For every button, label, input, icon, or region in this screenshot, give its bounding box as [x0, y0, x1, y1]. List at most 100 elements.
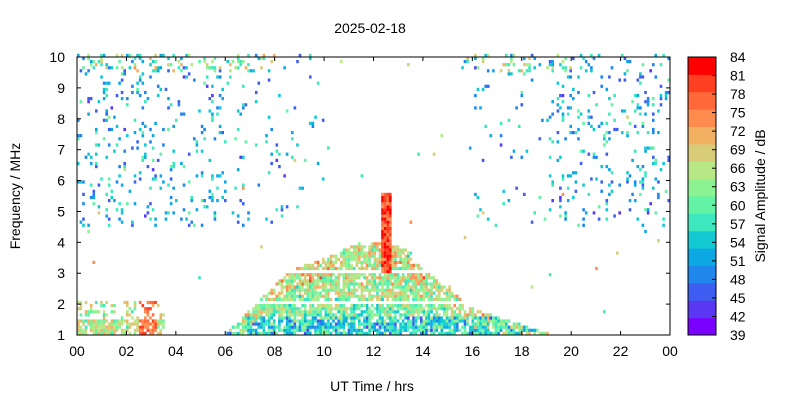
heatmap-cell: [654, 75, 658, 79]
heatmap-cell: [391, 248, 395, 252]
heatmap-cell: [404, 288, 407, 292]
heatmap-cell: [167, 56, 170, 61]
heatmap-cell: [242, 322, 245, 326]
heatmap-cell: [303, 307, 307, 311]
heatmap-cell: [350, 276, 353, 280]
heatmap-cell: [123, 161, 126, 166]
heatmap-cell: [319, 279, 322, 283]
heatmap-cell: [659, 168, 663, 172]
heatmap-cell: [275, 297, 279, 301]
heatmap-cell: [582, 149, 585, 153]
heatmap-cell: [275, 158, 279, 162]
heatmap-cell: [450, 328, 454, 332]
heatmap-cell: [213, 66, 217, 70]
heatmap-cell: [376, 313, 379, 317]
heatmap-cell: [306, 319, 310, 323]
heatmap-cell: [376, 257, 379, 261]
heatmap-cell: [252, 69, 255, 73]
heatmap-cell: [476, 331, 480, 335]
heatmap-cell: [603, 134, 606, 138]
heatmap-cell: [110, 319, 114, 323]
heatmap-cell: [474, 316, 477, 320]
heatmap-cell: [291, 297, 294, 301]
heatmap-cell: [383, 313, 387, 317]
heatmap-cell: [407, 288, 410, 292]
heatmap-cell: [309, 294, 312, 298]
heatmap-cell: [87, 229, 90, 234]
heatmap-cell: [123, 319, 126, 323]
heatmap-cell: [332, 288, 335, 292]
heatmap-cell: [471, 310, 475, 314]
heatmap-cell: [360, 248, 364, 252]
heatmap-cell: [587, 94, 591, 98]
heatmap-cell: [396, 297, 400, 301]
heatmap-cell: [162, 53, 165, 57]
heatmap-cell: [329, 331, 333, 335]
heatmap-cell: [345, 273, 348, 277]
heatmap-cell: [321, 325, 325, 329]
heatmap-cell: [126, 97, 129, 101]
heatmap-cell: [285, 322, 289, 326]
heatmap-cell: [438, 285, 441, 289]
heatmap-cell: [370, 313, 374, 317]
heatmap-cell: [87, 152, 90, 156]
heatmap-cell: [432, 325, 436, 329]
heatmap-cell: [162, 325, 165, 329]
heatmap-cell: [77, 53, 80, 57]
heatmap-cell: [404, 328, 407, 332]
heatmap-cell: [430, 291, 433, 295]
heatmap-cell: [394, 291, 397, 295]
heatmap-cell: [327, 297, 330, 301]
colorbar-segment: [688, 230, 716, 249]
heatmap-cell: [288, 288, 291, 292]
heatmap-cell: [293, 294, 297, 298]
heatmap-cell: [324, 273, 328, 277]
heatmap-cell: [247, 217, 250, 221]
heatmap-cell: [608, 183, 611, 187]
heatmap-cell: [445, 313, 449, 317]
heatmap-cell: [327, 316, 330, 320]
heatmap-cell: [430, 307, 433, 311]
heatmap-cell: [347, 260, 351, 264]
heatmap-cell: [298, 310, 302, 314]
heatmap-cell: [337, 291, 340, 295]
heatmap-cell: [267, 78, 271, 82]
heatmap-cell: [386, 202, 389, 206]
heatmap-cell: [285, 282, 289, 286]
heatmap-cell: [133, 63, 137, 67]
heatmap-cell: [363, 260, 366, 264]
heatmap-cell: [316, 285, 320, 289]
heatmap-cell: [260, 310, 263, 314]
heatmap-cell: [430, 294, 433, 298]
heatmap-cell: [358, 294, 361, 298]
heatmap-cell: [164, 87, 168, 91]
x-tick-label: 14: [415, 343, 431, 359]
heatmap-cell: [144, 155, 147, 159]
heatmap-cell: [105, 319, 108, 323]
heatmap-cell: [151, 168, 155, 172]
heatmap-cell: [316, 325, 320, 329]
heatmap-cell: [242, 186, 245, 190]
heatmap-cell: [200, 149, 204, 153]
heatmap-cell: [370, 328, 374, 332]
heatmap-cell: [283, 174, 286, 178]
heatmap-cell: [350, 282, 353, 286]
heatmap-cell: [474, 56, 477, 61]
heatmap-cell: [577, 115, 580, 119]
heatmap-cell: [355, 307, 359, 311]
heatmap-cell: [365, 285, 369, 289]
heatmap-cell: [525, 325, 529, 329]
heatmap-cell: [296, 282, 299, 286]
heatmap-cell: [283, 294, 286, 298]
heatmap-cell: [213, 69, 217, 73]
heatmap-cell: [507, 328, 511, 332]
heatmap-cell: [572, 56, 575, 61]
heatmap-cell: [412, 276, 415, 280]
heatmap-cell: [316, 81, 320, 85]
heatmap-cell: [512, 325, 516, 329]
heatmap-cell: [381, 248, 384, 252]
heatmap-cell: [389, 257, 392, 261]
heatmap-cell: [306, 297, 310, 301]
heatmap-cell: [435, 313, 438, 317]
heatmap-cell: [590, 66, 593, 70]
